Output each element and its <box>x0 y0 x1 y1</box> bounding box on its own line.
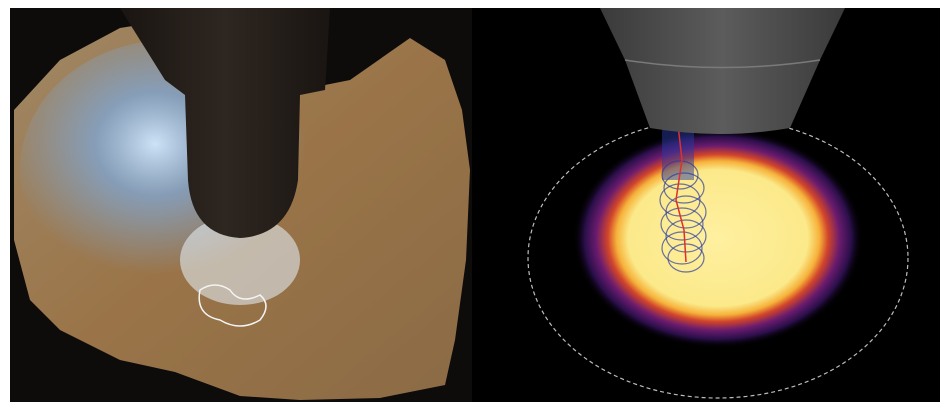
nozzle-edge <box>624 59 821 69</box>
glare <box>180 215 300 305</box>
heat-spot <box>573 128 863 348</box>
right-panel <box>472 8 940 402</box>
probe <box>120 8 330 238</box>
boundary <box>527 117 909 399</box>
highlight <box>198 284 267 327</box>
nozzle <box>600 8 845 134</box>
path <box>675 124 687 263</box>
left-panel <box>10 8 472 402</box>
